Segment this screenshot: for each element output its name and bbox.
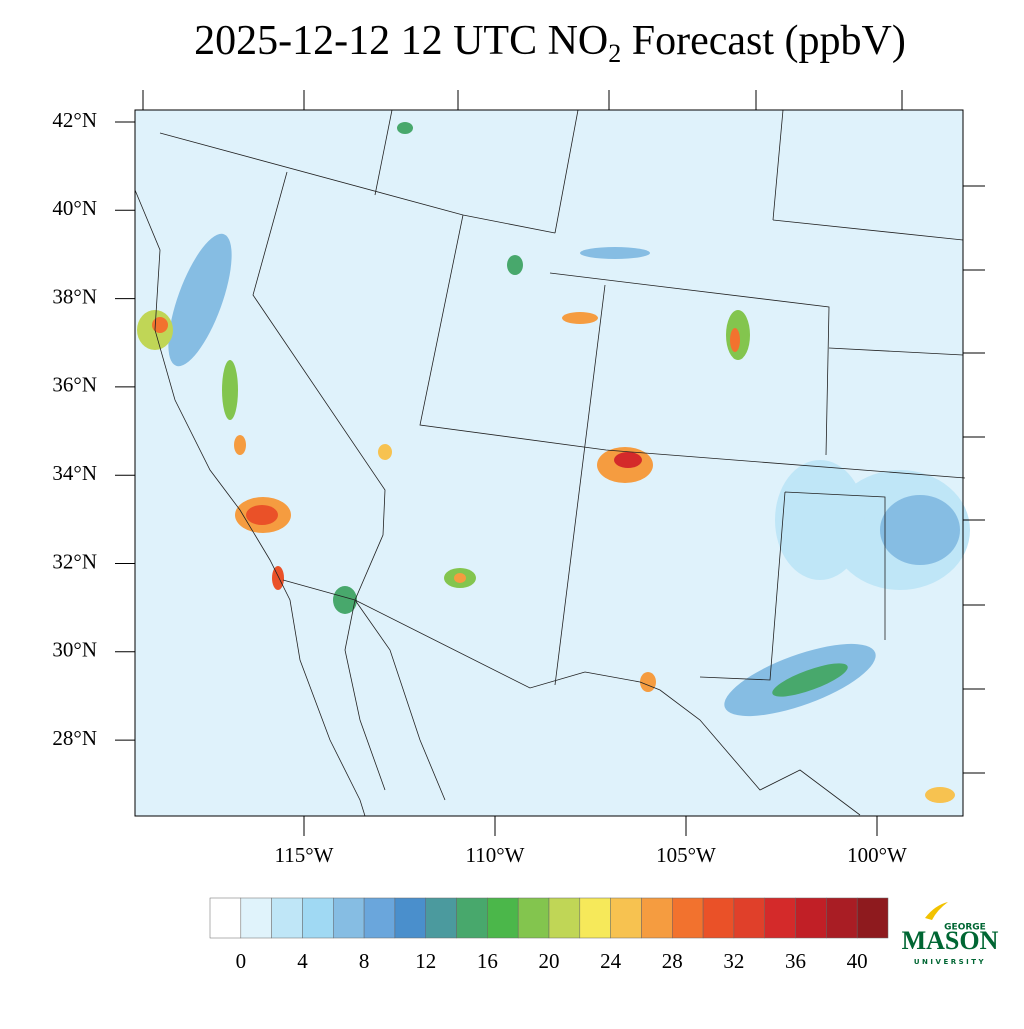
- colorbar-box: [517, 897, 550, 939]
- colorbar-label: 0: [236, 949, 247, 973]
- colorbar-label: 8: [359, 949, 370, 973]
- field-area: [152, 317, 168, 333]
- field-area: [925, 787, 955, 803]
- lat-label: 36°N: [52, 373, 97, 397]
- field-area: [614, 452, 642, 468]
- colorbar-box: [240, 897, 272, 939]
- coastline: [134, 189, 446, 817]
- colorbar-box: [764, 897, 796, 939]
- colorbar-box: [795, 897, 827, 939]
- colorbar-box: [425, 897, 457, 939]
- field-area: [880, 495, 960, 565]
- colorbar-box: [456, 897, 488, 939]
- lon-label: 115°W: [275, 843, 334, 867]
- field-area: [246, 505, 278, 525]
- field-area: [640, 672, 656, 692]
- lat-label: 42°N: [52, 108, 97, 132]
- title-main: 2025-12-12 12 UTC NO: [194, 18, 608, 64]
- colorbar-label: 24: [600, 949, 622, 973]
- lat-label: 38°N: [52, 284, 97, 308]
- map-frame: [134, 109, 964, 817]
- colorbar-box: [856, 897, 889, 939]
- colorbar-label: 12: [415, 949, 436, 973]
- field-area: [562, 312, 598, 324]
- lon-label: 100°W: [847, 843, 907, 867]
- logo-mark: [925, 902, 948, 920]
- field-area: [454, 573, 466, 583]
- state-borders: [159, 109, 966, 816]
- colorbar-label: 36: [785, 949, 806, 973]
- logo-main: MASON: [902, 926, 999, 955]
- colorbar-label: 16: [477, 949, 498, 973]
- lat-label: 40°N: [52, 196, 97, 220]
- field-area: [168, 233, 232, 367]
- colorbar-box: [579, 897, 611, 939]
- colorbar-box: [302, 897, 334, 939]
- map-background: [135, 110, 963, 816]
- colorbar-box: [271, 897, 303, 939]
- colorbar-box: [826, 897, 858, 939]
- lat-label: 32°N: [52, 549, 97, 573]
- colorbar-box: [487, 897, 519, 939]
- title-subscript: 2: [608, 39, 621, 68]
- field-area: [272, 566, 284, 590]
- colorbar-label: 40: [847, 949, 868, 973]
- colorbar-box: [672, 897, 704, 939]
- title-suffix: Forecast (ppbV): [621, 18, 906, 64]
- field-area: [222, 360, 238, 420]
- logo: GEORGE MASON UNIVERSITY: [902, 902, 999, 966]
- colorbar-box: [702, 897, 735, 939]
- colorbar-box: [209, 897, 242, 939]
- lat-label: 34°N: [52, 461, 97, 485]
- colorbar-box: [363, 897, 396, 939]
- field-area: [580, 247, 650, 259]
- field-area: [775, 460, 865, 580]
- field-area: [730, 328, 740, 352]
- field-area: [507, 255, 523, 275]
- field-area: [234, 435, 246, 455]
- concentration-field: [137, 122, 970, 803]
- lat-label: 30°N: [52, 638, 97, 662]
- colorbar-box: [333, 897, 365, 939]
- colorbar-label: 28: [662, 949, 683, 973]
- colorbar: 0 4 8 12 16 20 24 28 32 36 40: [209, 897, 889, 973]
- logo-bottom: UNIVERSITY: [914, 958, 986, 966]
- colorbar-box: [610, 897, 642, 939]
- tick-marks: [142, 90, 985, 774]
- field-area: [333, 586, 357, 614]
- colorbar-label: 20: [539, 949, 560, 973]
- boundaries: [134, 109, 966, 817]
- lat-label: 28°N: [52, 726, 97, 750]
- colorbar-label: 4: [297, 949, 308, 973]
- colorbar-box: [733, 897, 765, 939]
- field-area: [397, 122, 413, 134]
- frame-ticks: [142, 90, 985, 774]
- logo-top: GEORGE: [944, 923, 986, 933]
- colorbar-box: [548, 897, 581, 939]
- lon-label: 110°W: [466, 843, 525, 867]
- map: 42°N 40°N 38°N 36°N 34°N 32°N 30°N 28°N 115°W 110…: [52, 90, 985, 867]
- colorbar-label: 32: [723, 949, 744, 973]
- field-area: [772, 663, 848, 697]
- axis-labels: 42°N 40°N 38°N 36°N 34°N 32°N 30°N 28°N 115°W 110…: [52, 108, 907, 867]
- lon-label: 105°W: [656, 843, 716, 867]
- title: 2025-12-12 12 UTC NO2 Forecast (ppbV): [194, 18, 906, 68]
- colorbar-box: [394, 897, 426, 939]
- colorbar-box: [641, 897, 673, 939]
- field-area: [378, 444, 392, 460]
